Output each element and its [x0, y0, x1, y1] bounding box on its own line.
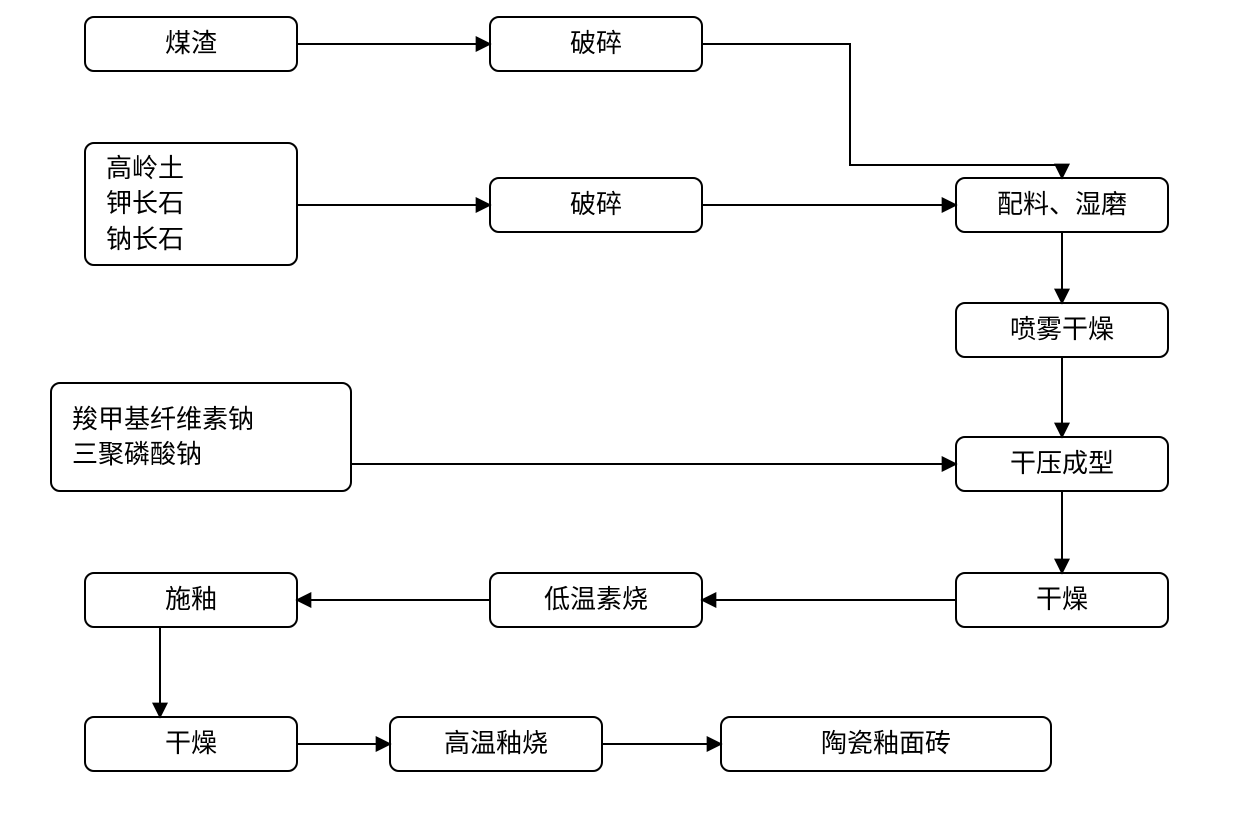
node-crush-2: 破碎	[489, 177, 703, 233]
node-label: 陶瓷釉面砖	[821, 726, 951, 761]
node-label: 破碎	[570, 187, 622, 222]
node-label: 干压成型	[1010, 446, 1114, 481]
node-glaze: 施釉	[84, 572, 298, 628]
node-dry-press: 干压成型	[955, 436, 1169, 492]
node-label: 施釉	[165, 582, 217, 617]
node-label: 高岭土 钾长石 钠长石	[106, 151, 184, 256]
node-low-fire: 低温素烧	[489, 572, 703, 628]
node-label: 高温釉烧	[444, 726, 548, 761]
node-dry-2: 干燥	[84, 716, 298, 772]
node-high-fire: 高温釉烧	[389, 716, 603, 772]
node-coal-slag: 煤渣	[84, 16, 298, 72]
node-ceramic-tile: 陶瓷釉面砖	[720, 716, 1052, 772]
node-kaolin-group: 高岭土 钾长石 钠长石	[84, 142, 298, 266]
node-mix-wetgrind: 配料、湿磨	[955, 177, 1169, 233]
node-label: 煤渣	[165, 26, 217, 61]
node-label: 干燥	[165, 726, 217, 761]
node-label: 配料、湿磨	[997, 187, 1127, 222]
node-dry-1: 干燥	[955, 572, 1169, 628]
node-crush-1: 破碎	[489, 16, 703, 72]
node-label: 破碎	[570, 26, 622, 61]
node-label: 羧甲基纤维素钠 三聚磷酸钠	[72, 402, 254, 472]
node-label: 干燥	[1036, 582, 1088, 617]
node-label: 喷雾干燥	[1010, 312, 1114, 347]
node-spray-dry: 喷雾干燥	[955, 302, 1169, 358]
node-label: 低温素烧	[544, 582, 648, 617]
edge	[703, 44, 1062, 177]
node-additives: 羧甲基纤维素钠 三聚磷酸钠	[50, 382, 352, 492]
